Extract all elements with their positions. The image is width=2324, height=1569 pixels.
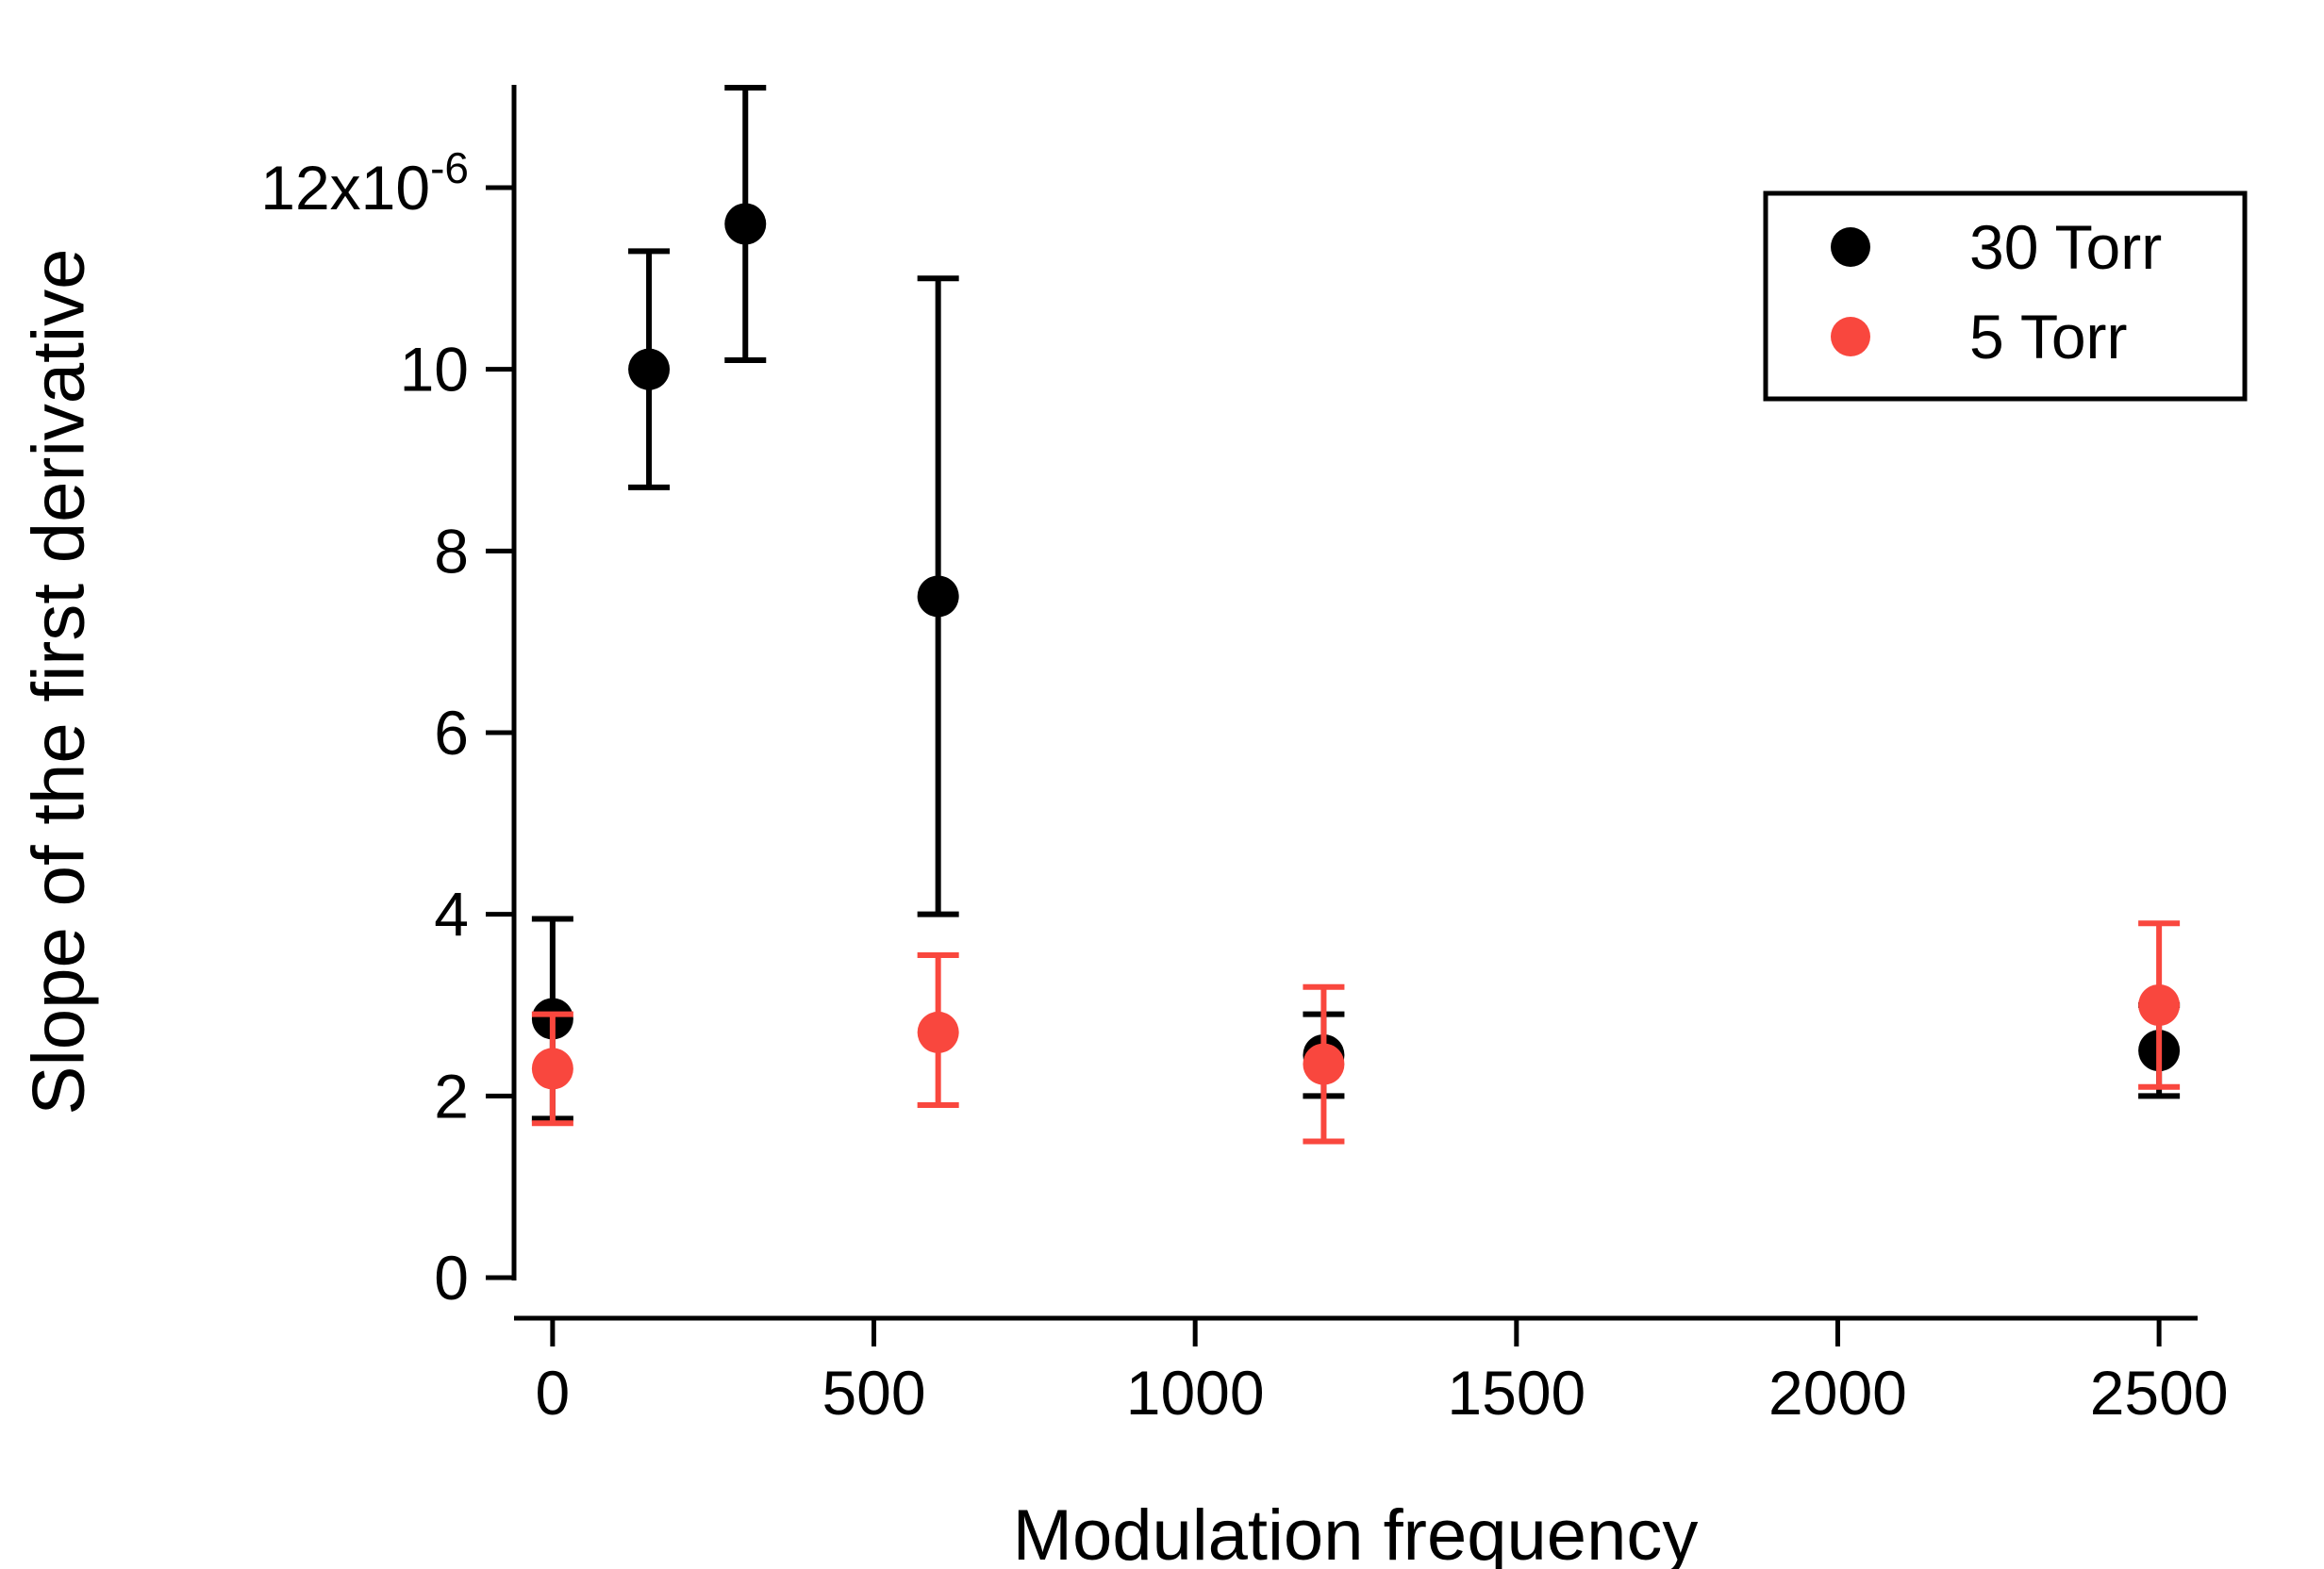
data-point-30-torr	[917, 575, 959, 618]
y-tick-label: 10	[400, 335, 469, 405]
data-point-30-torr	[724, 203, 767, 245]
x-tick-label: 1000	[1126, 1358, 1265, 1428]
data-point-30-torr	[628, 348, 671, 390]
y-tick-label: 6	[434, 698, 469, 768]
y-tick-label: 4	[434, 880, 469, 950]
legend-label: 30 Torr	[1969, 212, 2162, 282]
x-tick-label: 500	[822, 1358, 925, 1428]
data-point-5-torr	[531, 1048, 573, 1090]
legend-box	[1763, 190, 2248, 402]
x-tick-label: 1500	[1447, 1358, 1585, 1428]
legend-marker-5-torr	[1831, 317, 1870, 356]
data-point-5-torr	[2138, 983, 2181, 1026]
data-point-5-torr	[1303, 1043, 1345, 1085]
legend-marker-30-torr	[1831, 227, 1870, 267]
y-tick-label: 0	[434, 1243, 469, 1313]
y-axis-title: Slope of the first derivative	[16, 248, 100, 1115]
x-tick-label: 2000	[1768, 1358, 1907, 1428]
x-tick-label: 0	[536, 1358, 571, 1428]
x-axis-title: Modulation frequency	[1012, 1495, 1699, 1569]
y-tick-label: 2	[434, 1061, 469, 1131]
data-point-5-torr	[917, 1011, 959, 1053]
x-tick-label: 2500	[2090, 1358, 2229, 1428]
y-tick-label: 12x10-6	[260, 143, 469, 223]
legend-label: 5 Torr	[1969, 302, 2128, 372]
y-tick-label: 8	[434, 516, 469, 586]
